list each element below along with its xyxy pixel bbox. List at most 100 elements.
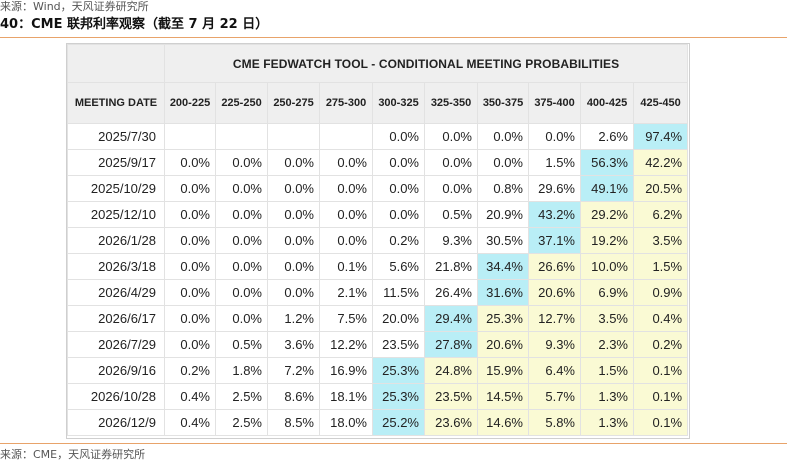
probability-cell: 0.0%: [528, 123, 581, 150]
column-header-425-450: 425-450: [632, 82, 689, 124]
meeting-date-cell: 2025/9/17: [67, 149, 165, 176]
probability-cell: 25.3%: [372, 357, 425, 384]
probability-cell: 0.0%: [477, 123, 529, 150]
probability-cell: 1.3%: [580, 409, 634, 436]
probability-cell: 5.6%: [372, 253, 425, 280]
probability-cell: 43.2%: [528, 201, 581, 228]
figure-title: 40：CME 联邦利率观察（截至 7 月 22 日）: [0, 17, 269, 32]
probability-cell: 0.0%: [267, 175, 320, 202]
meeting-date-cell: 2026/3/18: [67, 253, 165, 280]
column-header-300-325: 300-325: [372, 82, 425, 124]
probability-cell: 0.0%: [164, 149, 216, 176]
column-header-350-375: 350-375: [477, 82, 529, 124]
table-title: CME FEDWATCH TOOL - CONDITIONAL MEETING …: [163, 44, 689, 83]
table-row: 2025/9/17 0.0% 0.0% 0.0% 0.0% 0.0% 0.0% 0.0% 1.5…: [67, 149, 689, 176]
probability-cell: 11.5%: [372, 279, 425, 306]
probability-cell: 0.0%: [215, 305, 268, 332]
probability-cell: 8.6%: [267, 383, 320, 410]
probability-cell: 6.9%: [580, 279, 634, 306]
probability-cell: 0.0%: [267, 149, 320, 176]
probability-cell: 23.5%: [424, 383, 478, 410]
probability-cell: 24.8%: [424, 357, 478, 384]
probability-cell: 29.2%: [580, 201, 634, 228]
probability-cell: 0.9%: [632, 279, 689, 306]
probability-cell: 1.3%: [580, 383, 634, 410]
probability-cell: 0.0%: [267, 253, 320, 280]
column-header-275-300: 275-300: [319, 82, 373, 124]
probability-cell: 7.5%: [319, 305, 373, 332]
title-corner-cell: [67, 44, 165, 83]
probability-cell: 97.4%: [632, 123, 689, 150]
probability-cell: 0.0%: [424, 175, 478, 202]
probability-cell: 1.5%: [528, 149, 581, 176]
probability-cell: 0.1%: [632, 383, 689, 410]
meeting-date-cell: 2026/9/16: [67, 357, 165, 384]
meeting-date-cell: 2026/4/29: [67, 279, 165, 306]
probability-cell: 9.3%: [528, 331, 581, 358]
meeting-date-cell: 2025/7/30: [67, 123, 165, 150]
probability-cell: 5.7%: [528, 383, 581, 410]
probability-cell: 37.1%: [528, 227, 581, 254]
probability-cell: 0.0%: [215, 149, 268, 176]
probability-cell: 0.0%: [424, 123, 478, 150]
probability-cell: 0.0%: [164, 253, 216, 280]
probability-cell: 3.5%: [632, 227, 689, 254]
probability-cell: 16.9%: [319, 357, 373, 384]
column-header-row: MEETING DATE 200-225 225-250 250-275 275-30…: [67, 82, 689, 124]
probability-cell: 0.4%: [164, 383, 216, 410]
bottom-divider: [0, 443, 787, 444]
probability-cell: 26.6%: [528, 253, 581, 280]
probability-cell: 10.0%: [580, 253, 634, 280]
probability-cell: 0.0%: [372, 123, 425, 150]
column-header-325-350: 325-350: [424, 82, 478, 124]
probability-cell: 18.0%: [319, 409, 373, 436]
probability-cell: 0.0%: [164, 305, 216, 332]
probability-cell: 29.6%: [528, 175, 581, 202]
top-divider: [0, 37, 787, 38]
probability-cell: 15.9%: [477, 357, 529, 384]
probability-cell: 21.8%: [424, 253, 478, 280]
probability-cell: 19.2%: [580, 227, 634, 254]
probability-cell: 0.0%: [164, 331, 216, 358]
probability-cell: 25.3%: [372, 383, 425, 410]
fedwatch-table-container: CME FEDWATCH TOOL - CONDITIONAL MEETING …: [66, 43, 690, 439]
probability-cell: 34.4%: [477, 253, 529, 280]
probability-cell: 0.0%: [267, 279, 320, 306]
probability-cell: 2.5%: [215, 409, 268, 436]
table-title-row: CME FEDWATCH TOOL - CONDITIONAL MEETING …: [67, 44, 689, 83]
probability-cell: 0.0%: [215, 279, 268, 306]
source-note-top: 来源：Wind，天风证券研究所: [0, 0, 149, 13]
probability-cell: 0.0%: [319, 201, 373, 228]
fedwatch-probability-table: CME FEDWATCH TOOL - CONDITIONAL MEETING …: [67, 44, 689, 436]
probability-cell: 49.1%: [580, 175, 634, 202]
probability-cell: [319, 123, 373, 150]
column-header-250-275: 250-275: [267, 82, 320, 124]
probability-cell: 20.0%: [372, 305, 425, 332]
probability-cell: 1.5%: [580, 357, 634, 384]
probability-cell: 12.7%: [528, 305, 581, 332]
probability-cell: 0.0%: [267, 227, 320, 254]
probability-cell: 0.0%: [164, 201, 216, 228]
table-row: 2025/12/10 0.0% 0.0% 0.0% 0.0% 0.0% 0.5% 20.9% 4…: [67, 201, 689, 228]
probability-cell: 0.2%: [632, 331, 689, 358]
probability-cell: 0.0%: [372, 201, 425, 228]
table-row: 2026/7/29 0.0% 0.5% 3.6% 12.2% 23.5% 27.8% 20.6…: [67, 331, 689, 358]
probability-cell: 6.4%: [528, 357, 581, 384]
probability-cell: 7.2%: [267, 357, 320, 384]
column-header-200-225: 200-225: [164, 82, 216, 124]
probability-cell: 27.8%: [424, 331, 478, 358]
probability-cell: [164, 123, 216, 150]
table-row: 2026/1/28 0.0% 0.0% 0.0% 0.0% 0.2% 9.3% 30.5% 37…: [67, 227, 689, 254]
probability-cell: 6.2%: [632, 201, 689, 228]
table-row: 2025/10/29 0.0% 0.0% 0.0% 0.0% 0.0% 0.0% 0.8% 29…: [67, 175, 689, 202]
probability-cell: 31.6%: [477, 279, 529, 306]
column-header-375-400: 375-400: [528, 82, 581, 124]
probability-cell: 2.5%: [215, 383, 268, 410]
probability-cell: 3.5%: [580, 305, 634, 332]
probability-cell: 2.1%: [319, 279, 373, 306]
probability-cell: 20.9%: [477, 201, 529, 228]
table-row: 2026/12/9 0.4% 2.5% 8.5% 18.0% 25.2% 23.6% 14.6…: [67, 409, 689, 436]
probability-cell: 0.0%: [164, 279, 216, 306]
probability-cell: 18.1%: [319, 383, 373, 410]
probability-cell: 0.4%: [164, 409, 216, 436]
